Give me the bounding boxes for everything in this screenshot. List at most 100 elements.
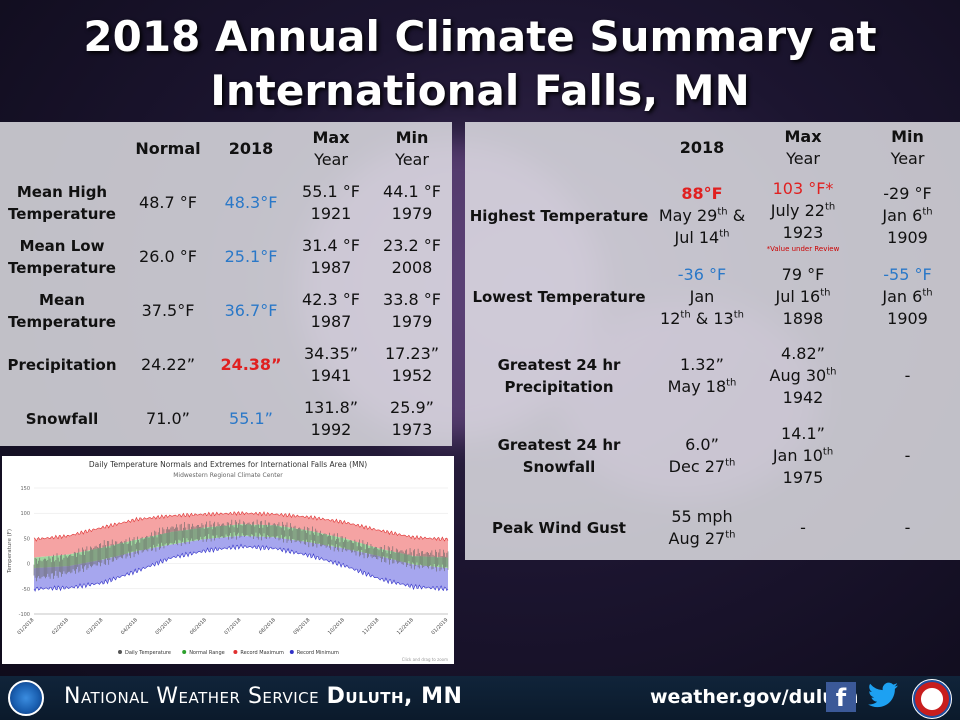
min-value-line: 25.9” [390,398,434,417]
table-row: Greatest 24 hr Precipitation 1.32” May 18… [465,336,960,416]
min-value-line: 44.1 °F [383,182,441,201]
chart-xticks: 01/2018 02/2018 03/2018 04/2018 05/2018 06/20… [16,617,449,636]
row-label: Lowest Temperature [472,288,646,306]
table-header-row: Normal 2018 Max Year Min Year [0,122,452,176]
header-2018: 2018 [228,139,274,158]
x-tick-label: 09/2018 [292,617,311,636]
header-min-sub: Year [890,149,925,168]
row-label-line: Mean [39,291,85,309]
date-text: Aug 30 [769,366,827,385]
nws-logo-icon[interactable] [912,679,952,719]
table-header-row: 2018 Max Year Min Year [465,122,960,174]
min-value: - [904,518,911,537]
min-value: - [904,446,911,465]
max-value-primary: 103 °F* [772,179,834,198]
value-2018: 25.1°F [224,247,278,266]
normal-value: 48.7 °F [139,193,197,212]
header-max-sub: Year [786,149,820,168]
date-text: Jul 14 [674,228,720,247]
x-tick-label: 11/2018 [361,617,380,636]
date-suffix: th [726,377,737,389]
min-value: 23.2 °F 2008 [372,230,452,284]
temperature-chart[interactable]: Daily Temperature Normals and Extremes f… [2,456,454,664]
chart-credit: Click and drag to zoom [402,657,448,662]
date-suffix: th [680,309,691,321]
max-year: 1987 [310,258,352,277]
table-row: Mean Low Temperature 26.0 °F 25.1°F 31.4 … [0,230,452,284]
date-suffix: th [719,228,730,240]
min-value: - [904,366,911,385]
min-year: 2008 [391,258,433,277]
row-label: Mean Low Temperature [0,230,124,284]
header-max-label: Max [312,128,350,147]
value-2018-date: Jan [689,287,715,306]
x-tick-label: 02/2018 [51,617,70,636]
x-tick-label: 05/2018 [154,617,173,636]
date-text: Jan 10 [772,446,823,465]
date-suffix: th [822,446,834,458]
legend-label: Record Maximum [240,650,284,656]
value-2018: 48.3°F [224,193,278,212]
max-value-line: 31.4 °F [302,236,360,255]
page-title: 2018 Annual Climate Summary at Internati… [0,10,960,118]
date-text: Jan 6 [882,206,923,225]
value-2018-primary: 1.32” [680,355,724,374]
max-value: 79 °F Jul 16th 1898 [751,258,855,336]
table-row: Precipitation 24.22” 24.38” 34.35” 1941 1… [0,338,452,392]
legend-swatch [182,650,187,654]
header-normal: Normal [135,139,201,158]
normal-value: 24.22” [140,355,196,374]
min-value: 33.8 °F 1979 [372,284,452,338]
min-value: 44.1 °F 1979 [372,176,452,230]
min-year: 1952 [391,366,433,385]
max-value-line: 34.35” [303,344,359,363]
twitter-icon[interactable] [866,682,900,712]
facebook-icon[interactable]: f [826,682,856,712]
max-value-primary: 14.1” [781,424,825,443]
date-text: May 18 [667,377,727,396]
chart-subtitle: Midwestern Regional Climate Center [173,472,283,479]
chart-title: Daily Temperature Normals and Extremes f… [89,460,367,469]
website-link[interactable]: weather.gov/duluth [650,686,859,708]
record-max-line [33,511,449,542]
date-text: & [727,206,746,225]
table-row: Mean Temperature 37.5°F 36.7°F 42.3 °F 198… [0,284,452,338]
max-date: Aug 30th [751,365,855,387]
header-max: Max Year [290,122,372,176]
date-text: Dec 27 [668,457,726,476]
header-min-label: Min [891,127,924,146]
date-suffix: th [922,206,933,218]
row-label: Snowfall [25,410,99,428]
noaa-logo-icon[interactable] [8,680,44,716]
max-value: 42.3 °F 1987 [290,284,372,338]
legend-swatch [233,650,238,654]
temperature-chart-panel: Daily Temperature Normals and Extremes f… [2,456,454,664]
legend-label: Normal Range [189,650,225,656]
date-text: July 22 [770,201,825,220]
date-suffix: th [717,206,728,218]
min-value-primary: -29 °F [883,184,932,203]
max-year: 1921 [310,204,352,223]
value-2018: 55 mph Aug 27th [653,496,751,560]
x-tick-label: 12/2018 [396,617,415,636]
max-value-primary: 79 °F [781,265,825,284]
y-tick-label: 0 [27,562,30,568]
min-value: -29 °F Jan 6th 1909 [855,174,960,258]
value-2018-primary: 55 mph [671,507,733,526]
chart-ylabel: Temperature (F) [7,529,13,574]
date-text: May 29 [658,206,718,225]
normal-value: 71.0” [146,409,190,428]
header-blank [0,122,124,176]
header-2018: 2018 [679,138,725,157]
date-suffix: th [922,287,933,299]
min-value-line: 17.23” [384,344,440,363]
row-label: Highest Temperature [469,207,649,225]
date-suffix: th [826,366,837,378]
value-2018: 88°F May 29th & Jul 14th [653,174,751,258]
row-label-line: Mean Low [19,237,105,255]
summary-table: Normal 2018 Max Year Min Year Mean High Tem… [0,122,452,446]
value-2018: -36 °F Jan 12th & 13th [653,258,751,336]
row-label: Mean Temperature [0,284,124,338]
max-year: 1992 [310,420,352,439]
x-tick-label: 07/2018 [223,617,242,636]
